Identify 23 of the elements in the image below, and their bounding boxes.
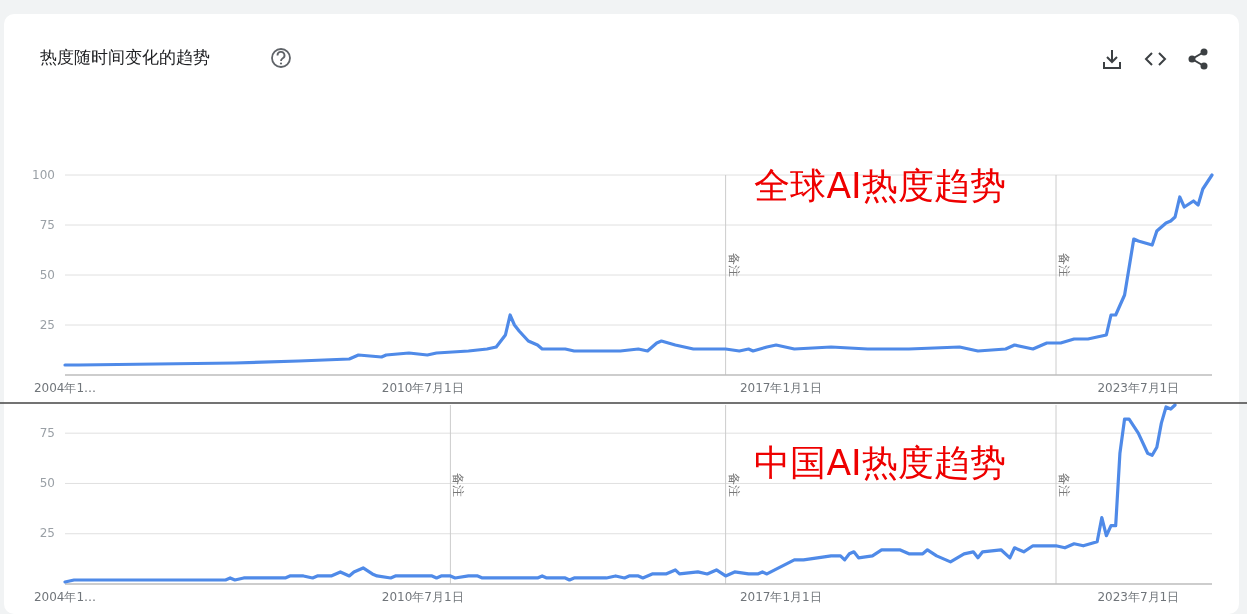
y-tick-label: 50 — [39, 475, 55, 490]
ref-line-label: 备注 — [1057, 472, 1071, 497]
y-tick-label: 75 — [39, 425, 55, 440]
ref-line-label: 备注 — [451, 472, 466, 497]
ref-line-label: 备注 — [726, 253, 741, 277]
x-tick-label: 2004年1… — [33, 590, 97, 604]
x-tick-label: 2010年7月1日 — [381, 381, 464, 395]
y-tick-label: 25 — [39, 317, 55, 332]
ref-line-label: 备注 — [1057, 253, 1071, 277]
y-tick-label: 100 — [32, 167, 55, 182]
x-tick-label: 2010年7月1日 — [381, 590, 464, 604]
annotation: 中国AI热度趋势 — [754, 442, 1006, 483]
x-tick-label: 2004年1… — [33, 381, 97, 395]
y-tick-label: 75 — [39, 217, 55, 232]
y-tick-label: 25 — [39, 526, 55, 541]
chart-title: 热度随时间变化的趋势 — [40, 47, 210, 67]
x-tick-label: 2017年1月1日 — [739, 381, 822, 395]
annotation: 全球AI热度趋势 — [754, 165, 1006, 206]
y-tick-label: 50 — [39, 267, 55, 282]
x-tick-label: 2023年7月1日 — [1097, 590, 1180, 604]
x-tick-label: 2023年7月1日 — [1097, 381, 1180, 395]
x-tick-label: 2017年1月1日 — [739, 590, 822, 604]
ref-line-label: 备注 — [726, 472, 741, 497]
